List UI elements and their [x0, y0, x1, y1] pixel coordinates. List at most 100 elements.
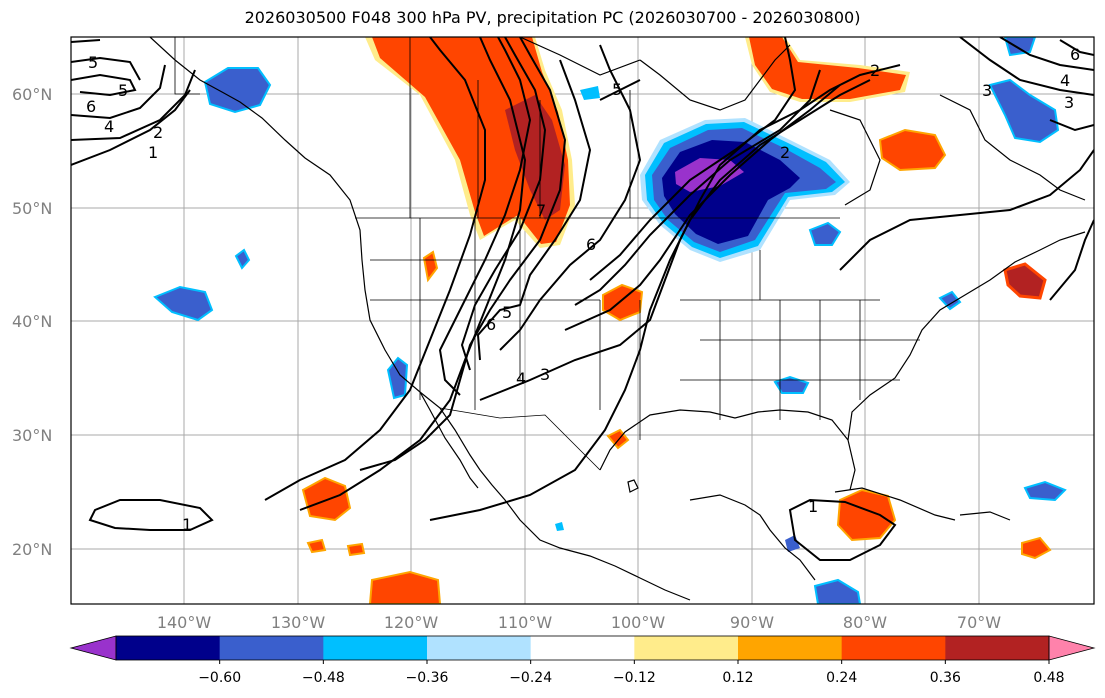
contour-trough-2: [299, 37, 527, 511]
contour-label: 4: [104, 117, 114, 136]
precip-positive-rockies-max: [505, 95, 565, 220]
contour-caribbean-1: [788, 498, 897, 561]
contour-trough-6: [476, 59, 592, 361]
alaska-border: [174, 37, 200, 95]
colorbar-outline: [115, 635, 1050, 661]
contour-alaska-4: [71, 73, 137, 97]
coastline-east: [847, 231, 1086, 441]
lat-label: 60°N: [12, 85, 52, 104]
colorbar-swatch: [427, 636, 532, 660]
coastline-pacific-north: [149, 37, 691, 601]
colorbar-tick-label: −0.12: [613, 670, 656, 686]
precip-positive-small-1: [306, 538, 327, 554]
state-lines-east: [680, 299, 920, 420]
colorbar-tick-label: −0.60: [198, 670, 241, 686]
precip-positive-small-2: [346, 542, 366, 557]
colorbar-tick-label: 0.48: [1033, 670, 1064, 686]
precip-negative-alaska: [203, 67, 272, 114]
colorbar-extend-low: [69, 635, 117, 661]
lon-label: 90°W: [730, 613, 774, 632]
lon-label: 130°W: [271, 613, 326, 632]
coastline-hudson-east: [829, 109, 881, 206]
contour-label: 1: [808, 497, 818, 516]
precip-negative-small-5: [555, 522, 564, 531]
contour-east-1: [839, 149, 1094, 271]
colorbar-swatch: [323, 636, 428, 660]
colorbar-swatch: [738, 636, 843, 660]
coastline-labrador: [939, 94, 1086, 201]
contour-alaska-6: [71, 39, 101, 43]
contour-ridge-5: [589, 37, 797, 281]
precip-negative-southeast: [773, 375, 810, 394]
coastline-arctic: [519, 37, 641, 76]
contour-pacific-1: [88, 499, 214, 531]
map-frame: [70, 36, 1095, 605]
coastline-yucatan: [689, 494, 816, 581]
precip-positive-caribbean: [836, 488, 897, 542]
contour-alaska-2: [71, 69, 196, 141]
contour-label: 5: [502, 303, 512, 322]
precip-negative-pacific: [153, 285, 214, 322]
lon-label: 80°W: [843, 613, 887, 632]
precip-positive-rockies-core: [372, 37, 570, 244]
contour-label: 6: [1070, 45, 1080, 64]
coastline-cuba: [834, 487, 956, 521]
contour-ne-2: [999, 37, 1094, 71]
contour-label: 2: [153, 123, 163, 142]
colorbar-tick-label: −0.36: [406, 670, 449, 686]
contour-label: 5: [118, 81, 128, 100]
contour-trough-3: [359, 37, 567, 471]
coastline-hudson: [639, 44, 791, 111]
precip-negative-greenland: [1003, 37, 1037, 57]
contour-label: 6: [586, 235, 596, 254]
colorbar-swatch: [841, 636, 946, 660]
lat-label: 50°N: [12, 199, 52, 218]
lat-label: 20°N: [12, 540, 52, 559]
precip-negative-small-4: [785, 535, 800, 552]
contour-trough-outer: [264, 37, 486, 501]
contour-label: 4: [1060, 71, 1070, 90]
coastline-baja: [419, 391, 479, 489]
colorbar-tick-label: −0.48: [302, 670, 345, 686]
contour-label: 2: [780, 143, 790, 162]
political-borders: [174, 37, 920, 471]
lat-label: 30°N: [12, 426, 52, 445]
lon-label: 100°W: [611, 613, 666, 632]
contour-label: 5: [612, 80, 622, 99]
precip-negative-canada-max: [675, 158, 744, 192]
contour-label: 6: [86, 97, 96, 116]
coastline-gulf: [599, 409, 856, 491]
colorbar-tick-label: 0.24: [826, 670, 857, 686]
contour-label: 1: [148, 143, 158, 162]
precip-negative-atlantic: [1023, 480, 1067, 502]
precip-negative-pacific-small: [234, 248, 251, 270]
lon-label: 140°W: [157, 613, 212, 632]
contour-ne-1: [959, 37, 1094, 96]
longitude-labels: 140°W 130°W 120°W 110°W 100°W 90°W 80°W …: [157, 613, 1001, 632]
canada-province-lines: [409, 37, 761, 300]
us-mexico-border: [439, 407, 601, 471]
pv-contours: [71, 37, 1094, 561]
precip-positive-atlantic-small: [1021, 536, 1052, 560]
contour-labels: 5 5 6 4 2 1 7 6 6 2 5 5 4 3 6 4 3 1 1 2 …: [86, 45, 1080, 534]
colorbar-tick-label: −0.24: [509, 670, 552, 686]
contour-label: 7: [536, 201, 546, 220]
island-small: [627, 479, 639, 493]
colorbar-tick-label: 0.36: [930, 670, 961, 686]
precip-negative-great-lakes: [808, 221, 842, 246]
lat-label: 40°N: [12, 312, 52, 331]
colorbar-swatch: [634, 636, 739, 660]
precip-negative-labrador: [988, 78, 1060, 144]
contour-ne-3: [1059, 39, 1094, 56]
precip-positive-maritimes: [1003, 262, 1047, 300]
lon-label: 110°W: [498, 613, 553, 632]
contour-label: 6: [486, 315, 496, 334]
contour-label: 5: [88, 53, 98, 72]
contour-trough-4: [438, 37, 532, 396]
precip-positive-south-pacific: [368, 570, 442, 604]
colorbar: −0.60 −0.48 −0.36 −0.24 −0.12 0.12 0.24 0.36 0.4…: [69, 635, 1096, 686]
colorbar-swatch: [116, 636, 221, 660]
lon-label: 70°W: [957, 613, 1001, 632]
contour-east-2: [1049, 219, 1094, 301]
